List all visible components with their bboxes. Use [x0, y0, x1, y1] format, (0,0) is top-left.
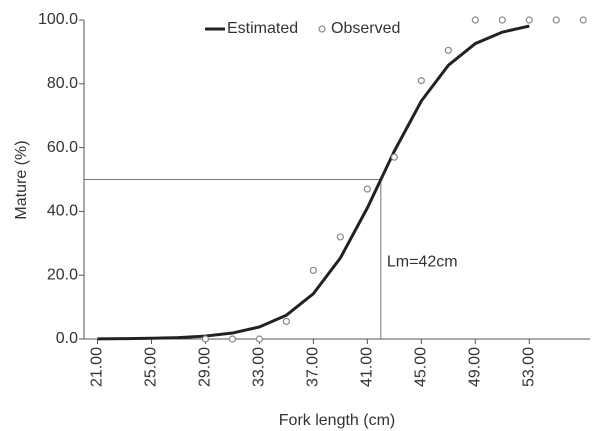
legend-label: Estimated — [227, 20, 298, 37]
point — [498, 16, 506, 24]
legend-label: Observed — [331, 20, 400, 37]
point — [390, 153, 398, 161]
y-tick-label: 0.0 — [56, 330, 78, 347]
legend-marker — [318, 25, 326, 33]
y-tick-label: 40.0 — [47, 203, 78, 220]
x-tick-label: 29.00 — [197, 347, 214, 387]
y-tick-label: 100.0 — [38, 11, 78, 28]
y-axis-title: Mature (%) — [13, 140, 30, 219]
x-tick-label: 53.00 — [520, 347, 537, 387]
point — [525, 16, 533, 24]
point — [363, 185, 371, 193]
point — [444, 46, 452, 54]
point — [471, 16, 479, 24]
x-tick-label: 25.00 — [143, 347, 160, 387]
point — [228, 335, 237, 343]
x-tick-label: 49.00 — [467, 347, 484, 387]
y-tick-label: 80.0 — [47, 75, 78, 92]
point — [255, 335, 264, 343]
point — [336, 233, 344, 241]
x-tick-label: 21.00 — [89, 347, 106, 387]
x-tick-label: 37.00 — [305, 347, 322, 387]
point — [282, 317, 290, 326]
annotation: Lm=42cm — [387, 254, 458, 271]
point — [552, 16, 560, 24]
point — [201, 335, 210, 343]
x-tick-label: 45.00 — [413, 347, 430, 387]
point — [417, 77, 425, 85]
point — [309, 266, 317, 275]
x-axis-title: Fork length (cm) — [279, 412, 395, 429]
point — [579, 16, 587, 24]
y-tick-label: 60.0 — [47, 139, 78, 156]
x-tick-label: 41.00 — [359, 347, 376, 387]
x-tick-label: 33.00 — [251, 347, 268, 387]
y-tick-label: 20.0 — [47, 266, 78, 283]
line — [97, 24, 530, 341]
